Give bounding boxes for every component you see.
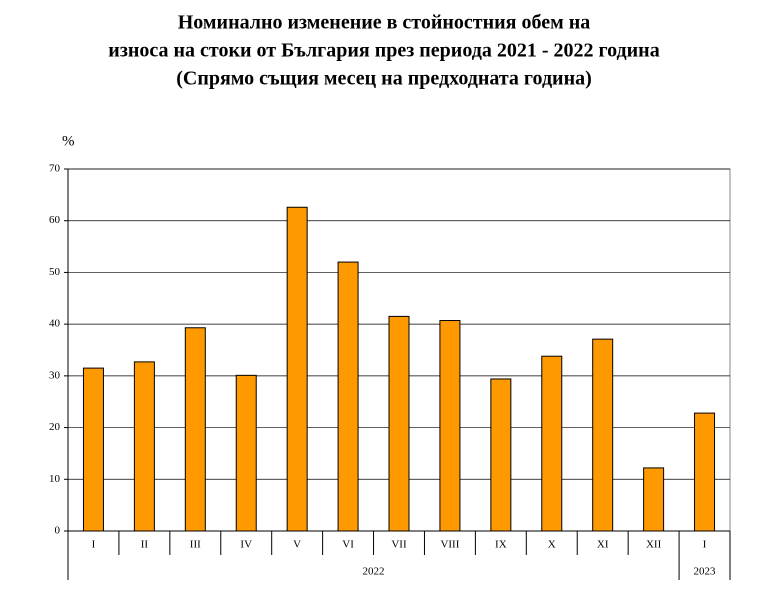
chart-title: (Спрямо същия месец на предходната годин… bbox=[176, 68, 592, 90]
bar bbox=[490, 378, 512, 532]
chart-title: Номинално изменение в стойностния обем н… bbox=[178, 12, 590, 34]
group-label: 2022 bbox=[363, 566, 385, 578]
group-label: 2023 bbox=[694, 566, 717, 578]
x-tick-label: XII bbox=[646, 539, 662, 551]
chart-title: износа на стоки от България през периода… bbox=[108, 40, 659, 62]
bar bbox=[184, 327, 206, 532]
bar bbox=[592, 338, 614, 532]
x-tick-label: VIII bbox=[440, 539, 459, 551]
x-tick-label: X bbox=[548, 539, 556, 551]
bar bbox=[235, 374, 257, 532]
x-tick-label: I bbox=[92, 539, 96, 551]
y-axis-label: % bbox=[62, 133, 75, 149]
y-tick-label: 30 bbox=[49, 369, 61, 381]
y-tick-label: 10 bbox=[49, 473, 61, 485]
y-tick-label: 50 bbox=[49, 266, 61, 278]
x-tick-label: IV bbox=[240, 539, 252, 551]
y-tick-label: 0 bbox=[55, 525, 61, 537]
x-tick-label: V bbox=[293, 539, 301, 551]
y-tick-label: 20 bbox=[49, 421, 61, 433]
bar bbox=[439, 320, 461, 532]
bar bbox=[286, 206, 308, 532]
bar bbox=[541, 355, 563, 532]
x-tick-label: II bbox=[141, 539, 149, 551]
bar bbox=[133, 361, 155, 532]
x-tick-label: IX bbox=[495, 539, 507, 551]
y-tick-label: 60 bbox=[49, 214, 61, 226]
x-tick-label: VII bbox=[391, 539, 407, 551]
bar bbox=[694, 412, 716, 532]
bar bbox=[82, 367, 104, 532]
x-tick-label: XI bbox=[597, 539, 609, 551]
x-tick-label: I bbox=[703, 539, 707, 551]
bar bbox=[337, 261, 359, 532]
bar bbox=[388, 315, 410, 532]
bar bbox=[643, 467, 665, 532]
y-tick-label: 40 bbox=[49, 318, 61, 330]
y-tick-label: 70 bbox=[49, 163, 61, 175]
x-tick-label: III bbox=[190, 539, 201, 551]
x-tick-label: VI bbox=[342, 539, 354, 551]
